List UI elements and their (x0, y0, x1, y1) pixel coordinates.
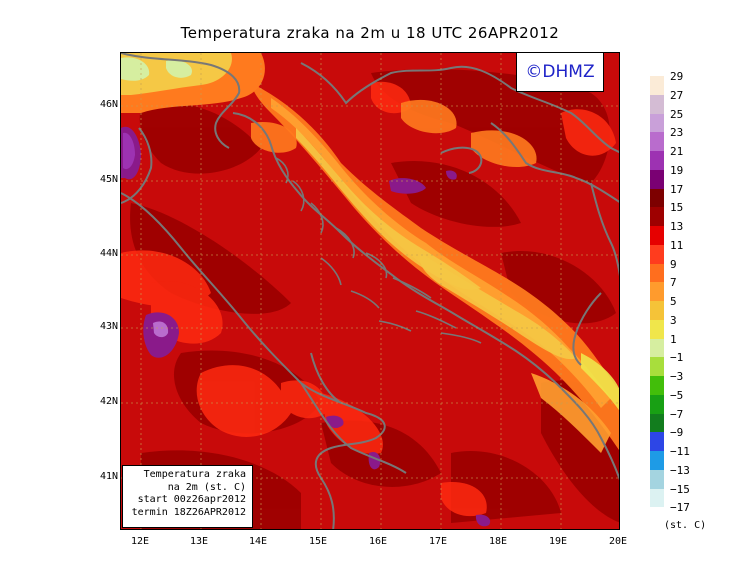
hot-spots (121, 126, 491, 527)
colorbar-swatch (650, 469, 664, 489)
colorbar-label: −9 (670, 426, 684, 440)
colorbar-label: −15 (670, 482, 690, 496)
colorbar-label: 19 (670, 163, 684, 177)
colorbar-label: 13 (670, 220, 684, 233)
colorbar-label: −11 (670, 445, 690, 458)
colorbar-swatch (650, 151, 664, 170)
lat-label: 44N (99, 248, 118, 259)
lat-label: 46N (99, 99, 118, 110)
map-title: Temperatura zraka na 2m u 18 UTC 26APR20… (180, 24, 560, 42)
lon-label: 13E (189, 536, 209, 547)
lat-label: 43N (99, 321, 118, 332)
colorbar-swatch (650, 94, 664, 114)
colorbar-label: −1 (670, 351, 684, 365)
lat-label: 41N (99, 471, 118, 482)
info-line-4: termin 18Z26APR2012 (131, 506, 246, 518)
colorbar-swatch (650, 319, 664, 339)
colorbar-label: 3 (670, 313, 677, 327)
colorbar-label: −17 (670, 501, 690, 515)
colorbar-swatch (650, 413, 664, 433)
colorbar-label: 15 (670, 201, 684, 215)
colorbar-label: 1 (670, 332, 677, 346)
alps-cold-zone (121, 53, 265, 113)
colorbar-swatch (650, 394, 664, 414)
colorbar-swatch (650, 113, 664, 133)
info-line-3: start 00z26apr2012 (137, 494, 246, 505)
colorbar-swatch (650, 357, 664, 376)
colorbar-label: 7 (670, 276, 677, 290)
colorbar-label: 5 (670, 295, 677, 308)
colorbar-swatch (650, 76, 664, 95)
graticule (121, 53, 619, 529)
mid-zones (121, 81, 616, 517)
lon-label: 15E (308, 536, 328, 547)
lon-label: 18E (488, 536, 508, 547)
lon-label: 17E (428, 536, 448, 547)
colorbar-swatch (650, 338, 664, 358)
colorbar-label: 17 (670, 182, 684, 196)
info-line-2: na 2m (st. C) (167, 481, 246, 493)
colorbar-swatch (650, 376, 664, 395)
islands (275, 157, 482, 344)
colorbar-swatch (650, 244, 664, 264)
map-svg (121, 53, 619, 529)
colorbar-label: 11 (670, 238, 684, 252)
colorbar-swatch (650, 188, 664, 208)
colorbar-label: 27 (670, 88, 684, 102)
lon-label: 19E (548, 536, 568, 547)
lat-label: 45N (99, 174, 118, 185)
temperature-map (120, 52, 620, 530)
colorbar-swatch (650, 207, 664, 226)
info-line-1: Temperatura zraka (143, 469, 246, 480)
colorbar-swatch (650, 301, 664, 320)
lon-label: 16E (368, 536, 388, 547)
colorbar-label: −5 (670, 388, 684, 402)
colorbar-swatch (650, 226, 664, 245)
lat-label: 42N (99, 396, 118, 407)
dhmz-logo: ©DHMZ (516, 52, 604, 92)
colorbar-label: −7 (670, 407, 684, 421)
colorbar (650, 76, 664, 508)
colorbar-swatch (650, 132, 664, 151)
colorbar-label: 25 (670, 107, 684, 121)
colorbar-label: −13 (670, 463, 690, 477)
lon-label: 14E (248, 536, 268, 547)
colorbar-swatch (650, 169, 664, 189)
colorbar-swatch (650, 488, 664, 508)
north-patches (251, 99, 537, 168)
colorbar-label: −3 (670, 370, 684, 383)
mountain-ridge (251, 83, 619, 453)
colorbar-units: (st. C) (664, 520, 707, 531)
lon-label: 12E (130, 536, 150, 547)
colorbar-swatch (650, 263, 664, 283)
lon-label: 20E (608, 536, 628, 547)
colorbar-label: 29 (670, 70, 684, 83)
coastlines (121, 53, 619, 529)
colorbar-swatch (650, 432, 664, 451)
colorbar-swatch (650, 282, 664, 301)
colorbar-label: 23 (670, 126, 684, 140)
colorbar-label: 9 (670, 257, 677, 271)
info-box: Temperatura zraka na 2m (st. C) start 00… (122, 465, 253, 528)
colorbar-label: 21 (670, 145, 684, 158)
colorbar-swatch (650, 451, 664, 470)
